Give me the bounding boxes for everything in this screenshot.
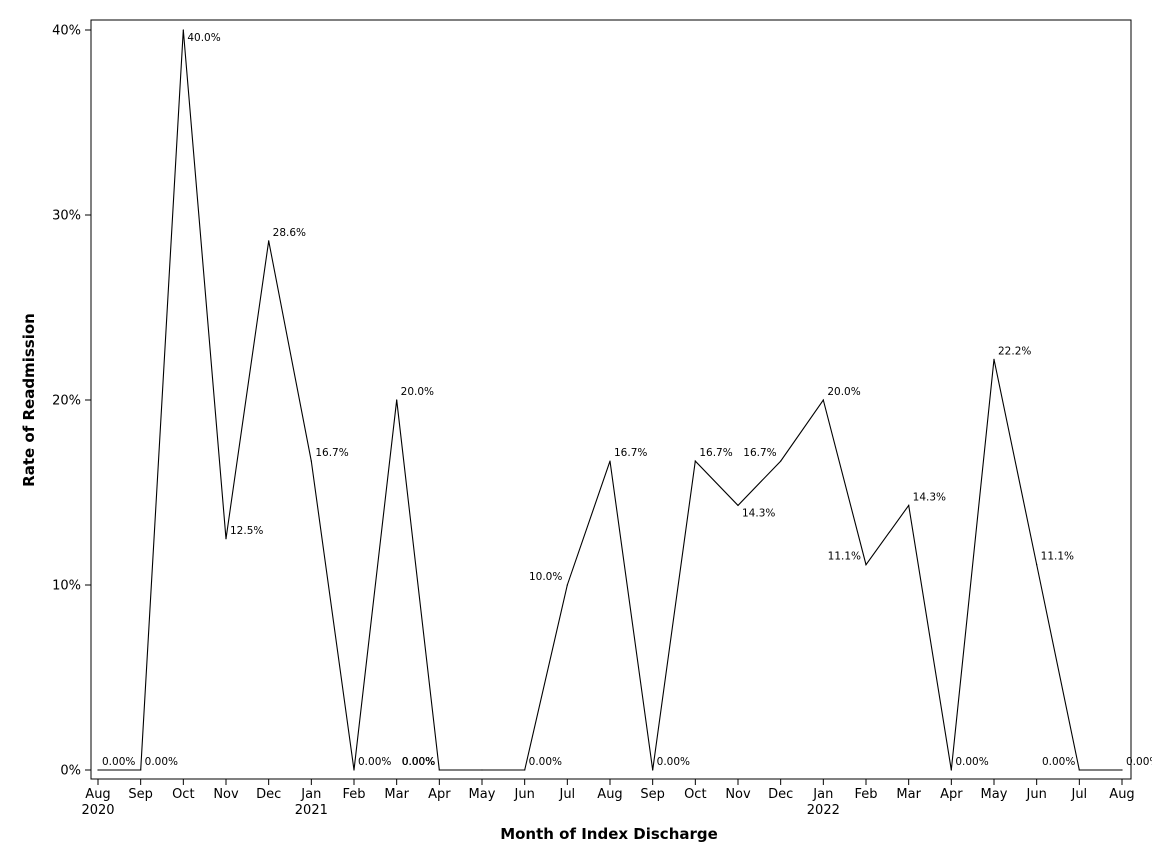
x-tick-label: Aug [597,787,622,802]
data-label: 0.00% [145,756,178,768]
x-axis-title: Month of Index Discharge [500,825,718,843]
data-label: 20.0% [401,386,434,398]
data-point [609,460,611,462]
y-axis-title: Rate of Readmission [20,313,38,487]
x-axis: Aug Sep Oct Nov Dec Jan Feb Mar Apr May Jun Jul Aug S… [81,779,1135,818]
data-label: 0.00% [529,756,562,768]
x-year-label: 2021 [295,803,328,818]
data-point [950,769,952,771]
x-tick-label: Nov [725,787,751,802]
data-point [1121,769,1123,771]
data-label: 12.5% [230,525,263,537]
data-label: 28.6% [273,227,306,239]
data-point [694,460,696,462]
x-tick-label: Mar [384,787,409,802]
data-point [908,504,910,507]
x-tick-label: Aug [1109,787,1134,802]
x-tick-label: Apr [428,787,451,802]
x-tick-label: Nov [213,787,239,802]
data-label: 16.7% [699,447,732,459]
x-tick-label: Mar [896,787,921,802]
x-tick-label: Jan [812,787,833,802]
data-label: 0.00% [1042,756,1075,768]
x-tick-label: Jun [514,787,535,802]
data-label: 0.00% [402,756,435,768]
x-tick-label: Feb [854,787,877,802]
x-tick-label: May [981,787,1008,802]
x-year-label: 2022 [807,803,840,818]
x-tick-label: Oct [684,787,706,802]
y-axis: 0% 10% 20% 30% 40% [52,24,91,779]
data-label: 0.00% [657,756,690,768]
data-point [97,769,99,771]
data-point [310,460,312,462]
data-point [1078,769,1080,771]
series-group [97,29,1123,771]
data-label-group: 0.00% 0.00% 40.0% 12.5% 28.6% 16.7% 0.00% 20.0%… [102,32,1152,768]
x-year-label: 2020 [81,803,114,818]
y-tick-label: 0% [60,764,81,779]
data-point [438,769,440,771]
data-label: 0.00% [102,756,135,768]
data-point [652,769,654,771]
x-tick-label: Dec [768,787,793,802]
x-tick-label: Feb [342,787,365,802]
data-label: 0.00% [1126,756,1152,768]
data-point [780,460,782,462]
x-tick-label: Apr [940,787,963,802]
data-label: 0.00% [955,756,988,768]
data-label: 20.0% [827,386,860,398]
x-tick-label: May [469,787,496,802]
data-label: 10.0% [529,571,562,583]
x-tick-label: Dec [256,787,281,802]
x-tick-label: Sep [128,787,153,802]
data-label: 0.00% [402,756,435,768]
data-label: 16.7% [614,447,647,459]
x-tick-label: Oct [172,787,194,802]
data-point [865,564,867,566]
data-point [268,240,270,242]
plot-frame [90,19,1132,780]
data-label: 16.7% [315,447,348,459]
data-point [566,584,568,586]
data-label: 22.2% [998,345,1031,357]
x-tick-label: Jun [1026,787,1047,802]
data-label: 14.3% [742,507,775,519]
data-point [396,399,398,401]
x-tick-label: Jan [300,787,321,802]
data-point [1036,564,1038,566]
data-label: 0.00% [358,756,391,768]
data-point [225,538,227,540]
data-label: 40.0% [187,32,220,44]
data-point [140,769,142,771]
data-point [353,769,355,771]
data-label: 14.3% [913,491,946,503]
series-line [98,29,1122,771]
data-label: 11.1% [1041,551,1074,563]
data-point [182,29,184,31]
data-point [481,769,483,771]
data-point [822,399,824,401]
data-label: 11.1% [828,551,861,563]
y-tick-label: 30% [52,209,81,224]
y-tick-label: 10% [52,579,81,594]
x-tick-label: Jul [1070,787,1087,802]
x-tick-label: Aug [85,787,110,802]
y-tick-label: 20% [52,394,81,409]
data-point [737,504,739,507]
x-tick-label: Sep [640,787,665,802]
data-point [524,769,526,771]
x-tick-label: Jul [558,787,575,802]
data-point [993,358,995,360]
data-label: 16.7% [743,447,776,459]
y-tick-label: 40% [52,24,81,39]
